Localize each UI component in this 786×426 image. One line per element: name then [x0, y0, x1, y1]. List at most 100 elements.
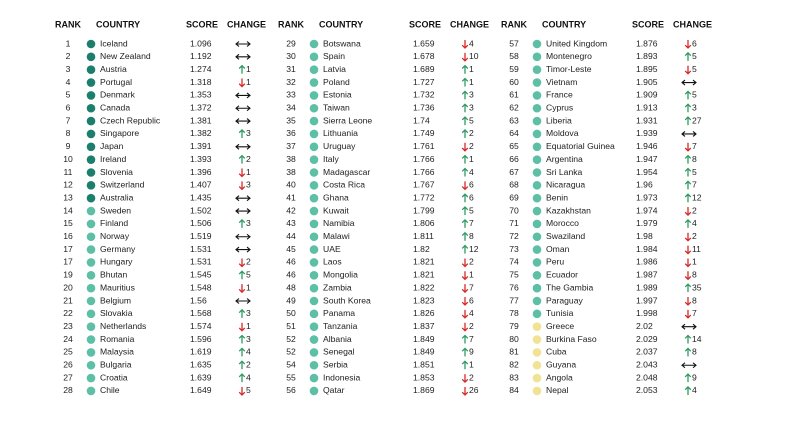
status-dot: [86, 322, 96, 332]
country: Montenegro: [546, 51, 592, 61]
status-dot: [532, 322, 542, 332]
country: Germany: [100, 244, 136, 254]
change: 6: [469, 180, 474, 190]
country: Sweden: [100, 205, 131, 215]
status-dot: [309, 142, 319, 152]
country: Serbia: [323, 360, 348, 370]
score: 1.596: [190, 334, 212, 344]
score: 2.02: [636, 321, 653, 331]
change: 5: [469, 115, 474, 125]
score: 1.391: [190, 141, 212, 151]
score: 1.519: [190, 231, 212, 241]
up-arrow: [461, 64, 469, 74]
country: Finland: [100, 218, 128, 228]
status-dot: [309, 322, 319, 332]
score: 2.037: [636, 347, 658, 357]
rank: 23: [63, 321, 73, 331]
country: Peru: [546, 257, 564, 267]
score: 1.727: [413, 77, 435, 87]
down-arrow: [684, 232, 692, 242]
rank: 22: [63, 308, 73, 318]
status-dot: [532, 129, 542, 139]
up-arrow: [684, 334, 692, 344]
country: Romania: [100, 334, 135, 344]
up-arrow: [684, 373, 692, 383]
down-arrow: [461, 386, 469, 396]
status-dot: [86, 373, 96, 383]
score: 1.893: [636, 51, 658, 61]
change: 3: [469, 90, 474, 100]
score: 1.811: [413, 231, 434, 241]
country: Ecuador: [546, 270, 578, 280]
up-arrow: [238, 334, 246, 344]
country: Belgium: [100, 295, 131, 305]
change: 6: [469, 192, 474, 202]
status-dot: [86, 232, 96, 242]
score: 1.407: [190, 180, 212, 190]
change: 26: [469, 385, 479, 395]
score: 1.192: [190, 51, 212, 61]
change: 5: [692, 167, 697, 177]
up-arrow: [684, 103, 692, 113]
status-dot: [532, 142, 542, 152]
rank: 82: [509, 360, 519, 370]
status-dot: [532, 168, 542, 177]
status-dot: [86, 155, 96, 164]
country-header: COUNTRY: [542, 19, 586, 29]
change: 2: [469, 321, 474, 331]
country: Switzerland: [100, 180, 145, 190]
up-arrow: [684, 90, 692, 100]
status-dot: [532, 348, 542, 357]
rank: 46: [286, 257, 296, 267]
status-dot: [309, 129, 319, 139]
rank: 48: [286, 282, 296, 292]
country: Slovenia: [100, 167, 133, 177]
up-arrow: [684, 218, 692, 228]
rank: 12: [63, 180, 73, 190]
score: 2.043: [636, 360, 658, 370]
no-change-arrow: [235, 195, 251, 202]
country: Netherlands: [100, 321, 146, 331]
down-arrow: [461, 297, 469, 306]
rank: 15: [63, 218, 73, 228]
country: Taiwan: [323, 103, 350, 113]
country: Liberia: [546, 115, 572, 125]
rank: 64: [509, 128, 519, 138]
down-arrow: [238, 322, 246, 332]
change: 1: [469, 77, 474, 87]
rank: 77: [509, 295, 519, 305]
change: 2: [469, 128, 474, 138]
change: 7: [469, 282, 474, 292]
up-arrow: [238, 308, 246, 318]
up-arrow: [684, 51, 692, 61]
status-dot: [532, 206, 542, 216]
country: Bhutan: [100, 270, 127, 280]
score: 1.82: [413, 244, 430, 254]
change: 1: [469, 270, 474, 280]
down-arrow: [684, 142, 692, 152]
down-arrow: [238, 258, 246, 268]
change: 9: [469, 347, 474, 357]
status-dot: [309, 78, 319, 87]
change: 5: [246, 385, 251, 395]
up-arrow: [684, 386, 692, 395]
score: 1.396: [190, 167, 212, 177]
rank: 38: [286, 154, 296, 164]
status-dot: [86, 296, 96, 306]
score: 1.545: [190, 270, 212, 280]
rank: 49: [286, 295, 296, 305]
status-dot: [309, 219, 319, 229]
status-dot: [86, 193, 96, 203]
up-arrow: [461, 90, 469, 100]
rank: 57: [509, 38, 519, 48]
score: 1.381: [190, 115, 212, 125]
country: Cuba: [546, 347, 567, 357]
score: 1.822: [413, 282, 435, 292]
no-change-arrow: [235, 118, 251, 125]
change: 8: [469, 231, 474, 241]
up-arrow: [684, 116, 692, 126]
status-dot: [86, 103, 96, 113]
status-dot: [86, 386, 96, 396]
status-dot: [532, 309, 542, 319]
rank: 11: [64, 167, 73, 177]
